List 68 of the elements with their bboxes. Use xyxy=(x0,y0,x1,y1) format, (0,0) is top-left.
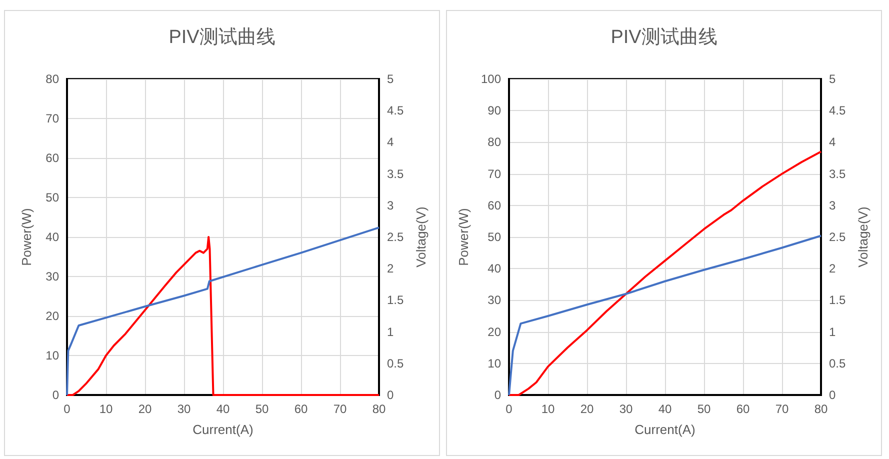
y-tick-label: 90 xyxy=(488,104,502,118)
y-tick-label: 60 xyxy=(488,198,502,212)
y2-axis-title: Voltage(V) xyxy=(856,206,871,268)
y-tick-label: 30 xyxy=(46,270,60,284)
y2-tick-label: 3 xyxy=(387,198,394,212)
y2-tick-label: 2 xyxy=(829,262,836,276)
x-tick-label: 50 xyxy=(255,402,269,416)
y-tick-label: 80 xyxy=(46,72,60,86)
y-axis-title: Power(W) xyxy=(19,208,34,266)
y-tick-label: 0 xyxy=(494,388,502,402)
y-tick-label: 70 xyxy=(488,166,502,181)
x-tick-label: 80 xyxy=(372,402,386,416)
x-tick-label: 30 xyxy=(177,402,191,416)
x-tick-label: 60 xyxy=(294,402,308,416)
y-tick-label: 20 xyxy=(46,309,60,323)
y-tick-label: 50 xyxy=(46,190,60,204)
y-tick-label: 50 xyxy=(488,230,502,244)
y2-tick-label: 3.5 xyxy=(387,166,404,181)
x-tick-label: 10 xyxy=(99,402,113,416)
y2-axis-title: Voltage(V) xyxy=(414,206,429,268)
y-tick-label: 20 xyxy=(488,324,502,339)
x-tick-label: 40 xyxy=(658,402,672,416)
y-tick-label: 0 xyxy=(52,388,60,402)
y2-tick-label: 4.5 xyxy=(829,104,846,118)
y2-tick-label: 4 xyxy=(829,135,836,150)
chart-title: PIV测试曲线 xyxy=(610,27,718,48)
y2-tick-label: 0.5 xyxy=(829,356,846,370)
y2-tick-label: 5 xyxy=(387,72,394,86)
y2-tick-label: 2 xyxy=(387,262,394,276)
y-tick-label: 70 xyxy=(46,112,60,126)
x-tick-label: 70 xyxy=(775,402,789,416)
chart-title: PIV测试曲线 xyxy=(168,27,276,48)
y2-tick-label: 0.5 xyxy=(387,356,404,370)
y2-tick-label: 0 xyxy=(387,388,394,402)
y2-tick-label: 4 xyxy=(387,135,394,150)
y-axis-title: Power(W) xyxy=(456,208,472,266)
y-tick-label: 10 xyxy=(46,348,60,362)
y2-tick-label: 5 xyxy=(829,72,836,86)
x-tick-label: 40 xyxy=(216,402,230,416)
x-tick-label: 0 xyxy=(64,402,71,416)
x-tick-label: 80 xyxy=(814,402,828,416)
y2-tick-label: 4.5 xyxy=(387,104,404,118)
y2-tick-label: 2.5 xyxy=(829,230,846,244)
y2-tick-label: 3 xyxy=(829,198,836,212)
y2-tick-label: 2.5 xyxy=(387,230,404,244)
y2-tick-label: 1.5 xyxy=(829,293,846,308)
y-tick-label: 80 xyxy=(488,135,502,150)
y2-tick-label: 1 xyxy=(387,324,394,339)
y-tick-label: 30 xyxy=(488,293,502,308)
y-tick-label: 40 xyxy=(46,230,60,244)
y2-tick-label: 1.5 xyxy=(387,293,404,308)
x-axis-title: Current(A) xyxy=(634,422,696,437)
y-tick-label: 40 xyxy=(488,262,502,276)
x-tick-label: 10 xyxy=(541,402,555,416)
x-tick-label: 50 xyxy=(697,402,711,416)
x-tick-label: 60 xyxy=(736,402,750,416)
y2-tick-label: 0 xyxy=(829,388,836,402)
y-tick-label: 10 xyxy=(488,356,502,370)
y-tick-label: 100 xyxy=(480,72,502,86)
x-tick-label: 30 xyxy=(619,402,633,416)
y2-tick-label: 3.5 xyxy=(829,166,846,181)
x-axis-title: Current(A) xyxy=(192,422,254,437)
x-tick-label: 0 xyxy=(506,402,513,416)
x-tick-label: 20 xyxy=(580,402,594,416)
y-tick-label: 60 xyxy=(46,151,60,165)
y2-tick-label: 1 xyxy=(829,324,836,339)
x-tick-label: 20 xyxy=(138,402,152,416)
x-tick-label: 70 xyxy=(333,402,347,416)
